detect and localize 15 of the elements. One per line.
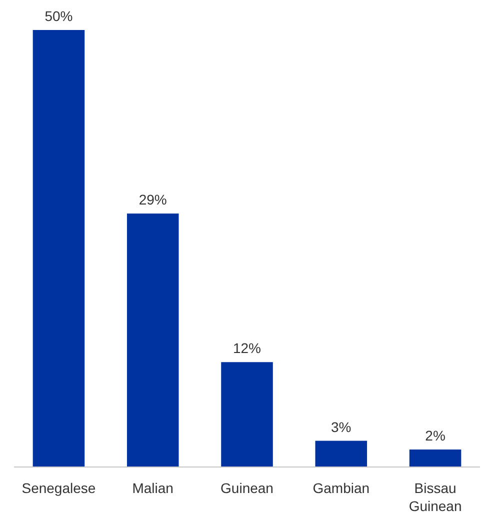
x-tick-label: Senegalese bbox=[22, 480, 96, 496]
bar bbox=[126, 214, 179, 467]
x-tick-label: Malian bbox=[132, 480, 174, 496]
data-label: 3% bbox=[331, 418, 352, 435]
x-tick-label: Guinean bbox=[220, 480, 274, 496]
bar bbox=[315, 440, 368, 467]
bar bbox=[409, 450, 462, 467]
bar bbox=[221, 362, 273, 467]
data-label: 50% bbox=[44, 8, 73, 24]
data-label: 2% bbox=[425, 428, 446, 444]
data-label: 12% bbox=[232, 340, 262, 356]
x-tick-label: Bissau Guinean bbox=[408, 480, 462, 514]
bar bbox=[32, 30, 85, 467]
data-label: 29% bbox=[138, 192, 167, 208]
x-tick-label: Gambian bbox=[312, 480, 370, 496]
